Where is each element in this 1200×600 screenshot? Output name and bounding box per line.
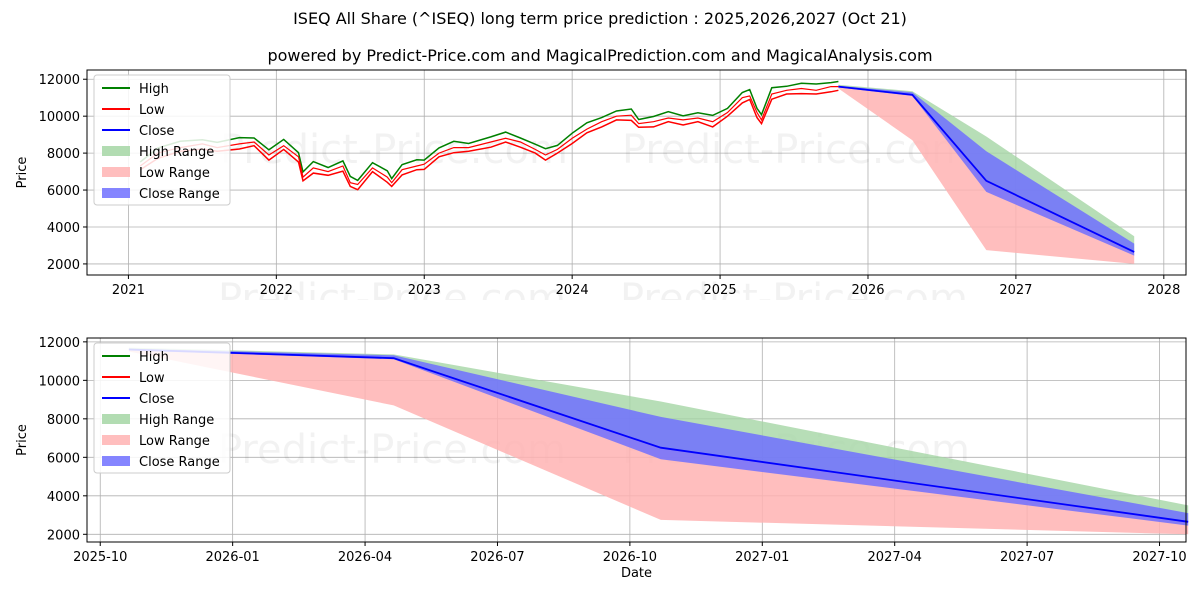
x-tick-label: 2025-10 — [73, 550, 127, 565]
x-tick-label: 2027-01 — [735, 550, 789, 565]
legend-low-range-label: Low Range — [139, 434, 210, 449]
y-tick-label: 6000 — [47, 451, 80, 466]
legend-low-range-swatch — [102, 167, 130, 177]
watermark: Predict-Price.com — [620, 276, 968, 300]
chart-long-term: Predict-Price.com Predict-Price.com Predic… — [15, 69, 1187, 300]
chart-subtitle: powered by Predict-Price.com and Magical… — [267, 46, 933, 65]
x-tick-label: 2025 — [704, 283, 737, 298]
x-tick-label: 2024 — [556, 283, 589, 298]
x-tick-label: 2023 — [408, 283, 441, 298]
legend-close-label: Close — [139, 124, 174, 139]
x-tick-label: 2028 — [1147, 283, 1180, 298]
legend-close-range-label: Close Range — [139, 455, 220, 470]
legend-high-range-swatch — [102, 414, 130, 424]
legend-low-label: Low — [139, 371, 165, 386]
legend-close-range-swatch — [102, 456, 130, 466]
legend-low-range-label: Low Range — [139, 166, 210, 181]
low-series-line — [139, 89, 839, 191]
y-tick-label: 10000 — [39, 110, 80, 125]
close-range-area — [838, 85, 1135, 256]
x-tick-label: 2022 — [260, 283, 293, 298]
x-tick-label: 2026-10 — [603, 550, 657, 565]
x-tick-label: 2026-04 — [338, 550, 392, 565]
y-tick-label: 12000 — [39, 336, 80, 351]
y-tick-label: 6000 — [47, 184, 80, 199]
x-axis-label: Date — [621, 299, 652, 300]
x-tick-label: 2026-01 — [205, 550, 259, 565]
y-tick-label: 8000 — [47, 413, 80, 428]
watermark: Predict-Price.com — [220, 127, 568, 173]
x-tick-label: 2027-07 — [1000, 550, 1054, 565]
x-tick-label: 2021 — [112, 283, 145, 298]
y-tick-label: 12000 — [39, 73, 80, 88]
y-tick-label: 4000 — [47, 221, 80, 236]
close-forecast-line — [128, 348, 1189, 523]
x-tick-label: 2027-04 — [868, 550, 922, 565]
legend-close-label: Close — [139, 392, 174, 407]
axes-frame — [86, 69, 1187, 276]
legend-low-range-swatch — [102, 435, 130, 445]
chart-forecast-zoom: Predict-Price.comPredict-Price.com2025-1… — [15, 336, 1189, 581]
legend-high-range-label: High Range — [139, 413, 214, 428]
legend-close-range-swatch — [102, 188, 130, 198]
x-axis-label: Date — [621, 566, 652, 581]
y-tick-label: 2000 — [47, 528, 80, 543]
y-tick-label: 8000 — [47, 147, 80, 162]
y-tick-label: 2000 — [47, 258, 80, 273]
x-tick-label: 2027-10 — [1132, 550, 1186, 565]
close-forecast-line — [838, 85, 1135, 253]
legend-high-range-label: High Range — [139, 145, 214, 160]
y-axis-label: Price — [15, 424, 30, 456]
x-tick-label: 2026 — [851, 283, 884, 298]
high-series-line — [139, 80, 839, 182]
legend-close-range-label: Close Range — [139, 187, 220, 202]
axes-frame — [86, 337, 1187, 543]
legend-low-label: Low — [139, 103, 165, 118]
legend-high-label: High — [139, 82, 169, 97]
y-tick-label: 10000 — [39, 374, 80, 389]
watermark: Predict-Price.com — [218, 276, 566, 300]
close-range-area — [128, 348, 1189, 526]
close-history-line — [139, 85, 839, 186]
legend-high-range-swatch — [102, 146, 130, 156]
y-tick-label: 4000 — [47, 490, 80, 505]
x-tick-label: 2027 — [999, 283, 1032, 298]
x-tick-label: 2026-07 — [470, 550, 524, 565]
chart-title: ISEQ All Share (^ISEQ) long term price p… — [293, 9, 907, 28]
y-axis-label: Price — [15, 157, 30, 189]
legend-high-label: High — [139, 350, 169, 365]
